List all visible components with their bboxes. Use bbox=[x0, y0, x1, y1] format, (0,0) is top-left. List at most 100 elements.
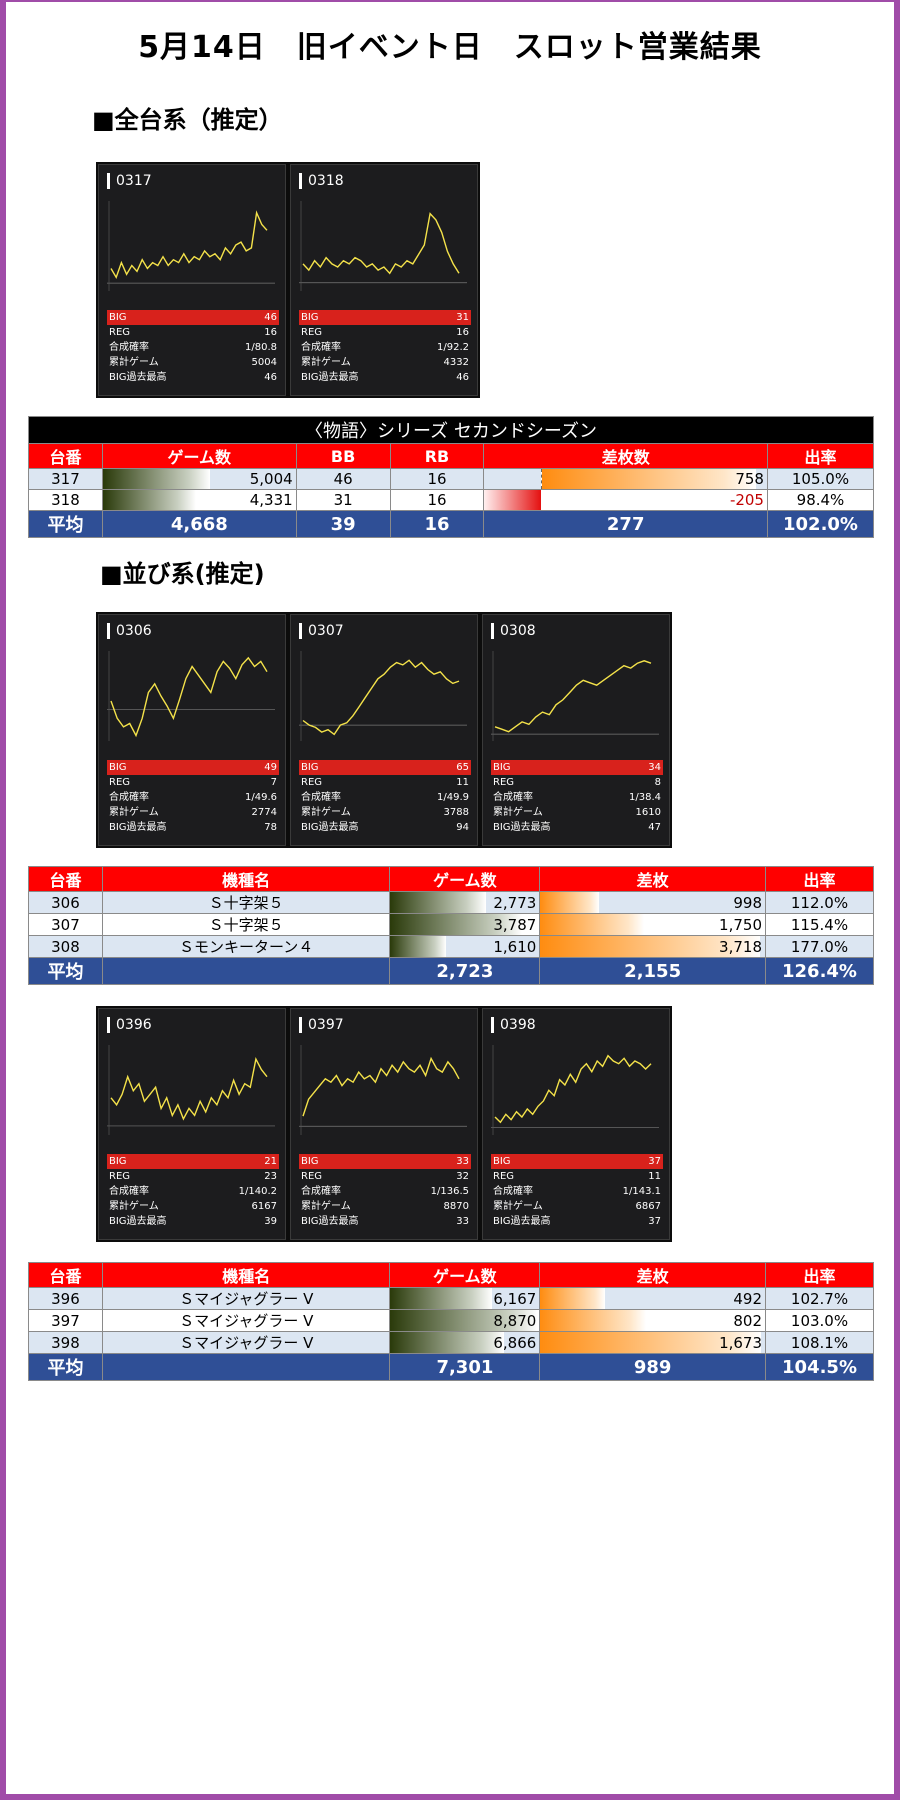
slump-graph bbox=[491, 651, 659, 741]
stat-value: 1610 bbox=[635, 807, 661, 818]
machine-card[interactable]: 0318 BIG 31 REG 16 合成確率 1/92.2 累計ゲーム 4332 BIG過去最高… bbox=[290, 164, 478, 396]
stat-games-row: 累計ゲーム 5004 bbox=[107, 355, 279, 370]
games-bar bbox=[390, 936, 447, 957]
col-header: ゲーム数 bbox=[389, 866, 541, 892]
stat-max-row: BIG過去最高 39 bbox=[107, 1214, 279, 1229]
machine-card[interactable]: 0396 BIG 21 REG 23 合成確率 1/140.2 累計ゲーム 6167 BIG過去最… bbox=[98, 1008, 286, 1240]
games-cell: 8,870 bbox=[389, 1309, 541, 1332]
bb-count: 31 bbox=[295, 489, 391, 511]
stat-value: 1/92.2 bbox=[437, 342, 469, 353]
col-header: 機種名 bbox=[101, 866, 391, 892]
stat-value: 33 bbox=[456, 1216, 469, 1227]
stat-value: 16 bbox=[456, 327, 469, 338]
diff-cell: -205 bbox=[483, 489, 768, 511]
machine-card[interactable]: 0398 BIG 37 REG 11 合成確率 1/143.1 累計ゲーム 6867 BIG過去最… bbox=[482, 1008, 670, 1240]
stat-value: 2774 bbox=[251, 807, 277, 818]
diff-cell: 758 bbox=[483, 468, 768, 490]
payout-rate: 105.0% bbox=[766, 468, 875, 490]
stat-games-row: 累計ゲーム 2774 bbox=[107, 805, 279, 820]
stat-big-row: BIG 49 bbox=[107, 760, 279, 775]
rb-count: 16 bbox=[389, 489, 485, 511]
machine-card[interactable]: 0307 BIG 65 REG 11 合成確率 1/49.9 累計ゲーム 3788 BIG過去最高… bbox=[290, 614, 478, 846]
games-cell: 2,773 bbox=[389, 891, 541, 914]
stat-prob-row: 合成確率 1/143.1 bbox=[491, 1184, 663, 1199]
machine-card[interactable]: 0306 BIG 49 REG 7 合成確率 1/49.6 累計ゲーム 2774 BIG過去最高 7… bbox=[98, 614, 286, 846]
games-cell: 6,866 bbox=[389, 1331, 541, 1354]
avg-model-blank bbox=[101, 957, 391, 985]
games-bar bbox=[390, 1288, 493, 1309]
avg-bb: 39 bbox=[295, 510, 391, 538]
card-id: 0317 bbox=[107, 173, 152, 189]
avg-model-blank bbox=[101, 1353, 391, 1381]
stat-value: 1/49.9 bbox=[437, 792, 469, 803]
stat-label: REG bbox=[493, 1171, 515, 1182]
payout-rate: 112.0% bbox=[765, 891, 874, 914]
machine-number: 307 bbox=[28, 913, 103, 936]
stat-label: BIG過去最高 bbox=[493, 1216, 551, 1227]
stat-label: 累計ゲーム bbox=[301, 1201, 351, 1212]
page-title: 5月14日 旧イベント日 スロット営業結果 bbox=[138, 30, 762, 65]
stat-value: 1/136.5 bbox=[430, 1186, 469, 1197]
diff-bar bbox=[540, 1310, 647, 1331]
machine-card[interactable]: 0308 BIG 34 REG 8 合成確率 1/38.4 累計ゲーム 1610 BIG過去最高 4… bbox=[482, 614, 670, 846]
stat-reg-row: REG 7 bbox=[107, 775, 279, 790]
col-header: 台番 bbox=[28, 866, 103, 892]
stat-reg-row: REG 23 bbox=[107, 1169, 279, 1184]
stat-value: 8870 bbox=[443, 1201, 469, 1212]
machine-model: Ｓモンキーターン４ bbox=[101, 935, 391, 958]
stat-value: 49 bbox=[264, 762, 277, 773]
slump-line bbox=[110, 1057, 268, 1121]
diff-cell: 3,718 bbox=[539, 935, 766, 958]
payout-rate: 98.4% bbox=[766, 489, 875, 511]
stat-label: BIG過去最高 bbox=[109, 822, 167, 833]
card-stats: BIG 34 REG 8 合成確率 1/38.4 累計ゲーム 1610 BIG過去最高 47 bbox=[491, 760, 663, 835]
col-header: 出率 bbox=[765, 1262, 874, 1288]
stat-big-row: BIG 65 bbox=[299, 760, 471, 775]
games-bar bbox=[390, 892, 487, 913]
stat-label: BIG過去最高 bbox=[301, 822, 359, 833]
results-table-monogatari: 〈物語〉シリーズ セカンドシーズン 台番 ゲーム数 BB RB 差枚数 出率 3… bbox=[28, 416, 875, 538]
diff-bar bbox=[540, 936, 761, 957]
stat-max-row: BIG過去最高 37 bbox=[491, 1214, 663, 1229]
payout-rate: 177.0% bbox=[765, 935, 874, 958]
avg-diff: 277 bbox=[483, 510, 768, 538]
stat-label: BIG過去最高 bbox=[301, 372, 359, 383]
stat-max-row: BIG過去最高 46 bbox=[299, 370, 471, 385]
payout-rate: 102.7% bbox=[765, 1287, 874, 1310]
stat-prob-row: 合成確率 1/140.2 bbox=[107, 1184, 279, 1199]
avg-games: 4,668 bbox=[101, 510, 297, 538]
stat-value: 16 bbox=[264, 327, 277, 338]
diff-bar bbox=[540, 892, 600, 913]
games-cell: 4,331 bbox=[101, 489, 297, 511]
col-header: 出率 bbox=[766, 443, 875, 469]
col-header: 機種名 bbox=[101, 1262, 391, 1288]
slump-graph bbox=[299, 651, 467, 741]
avg-label: 平均 bbox=[28, 957, 103, 985]
stat-label: BIG過去最高 bbox=[493, 822, 551, 833]
games-cell: 1,610 bbox=[389, 935, 541, 958]
stat-max-row: BIG過去最高 94 bbox=[299, 820, 471, 835]
stat-label: 累計ゲーム bbox=[109, 1201, 159, 1212]
stat-label: 累計ゲーム bbox=[301, 807, 351, 818]
card-stats: BIG 65 REG 11 合成確率 1/49.9 累計ゲーム 3788 BIG過去最高 94 bbox=[299, 760, 471, 835]
machine-number: 397 bbox=[28, 1309, 103, 1332]
stat-reg-row: REG 16 bbox=[107, 325, 279, 340]
stat-label: REG bbox=[493, 777, 515, 788]
stat-value: 32 bbox=[456, 1171, 469, 1182]
rb-count: 16 bbox=[389, 468, 485, 490]
stat-label: 合成確率 bbox=[109, 792, 149, 803]
machine-card[interactable]: 0397 BIG 33 REG 32 合成確率 1/136.5 累計ゲーム 8870 BIG過去最… bbox=[290, 1008, 478, 1240]
machine-model: Ｓマイジャグラー V bbox=[101, 1309, 391, 1332]
stat-label: REG bbox=[301, 327, 323, 338]
stat-label: 合成確率 bbox=[109, 1186, 149, 1197]
card-group-3: 0396 BIG 21 REG 23 合成確率 1/140.2 累計ゲーム 6167 BIG過去最… bbox=[96, 1006, 672, 1242]
card-group-2: 0306 BIG 49 REG 7 合成確率 1/49.6 累計ゲーム 2774 BIG過去最高 7… bbox=[96, 612, 672, 848]
avg-label: 平均 bbox=[28, 510, 103, 538]
games-bar bbox=[102, 490, 196, 510]
stat-big-row: BIG 21 bbox=[107, 1154, 279, 1169]
machine-card[interactable]: 0317 BIG 46 REG 16 合成確率 1/80.8 累計ゲーム 5004 BIG過去最高… bbox=[98, 164, 286, 396]
stat-value: 47 bbox=[648, 822, 661, 833]
table-caption: 〈物語〉シリーズ セカンドシーズン bbox=[28, 416, 874, 444]
stat-label: 累計ゲーム bbox=[301, 357, 351, 368]
